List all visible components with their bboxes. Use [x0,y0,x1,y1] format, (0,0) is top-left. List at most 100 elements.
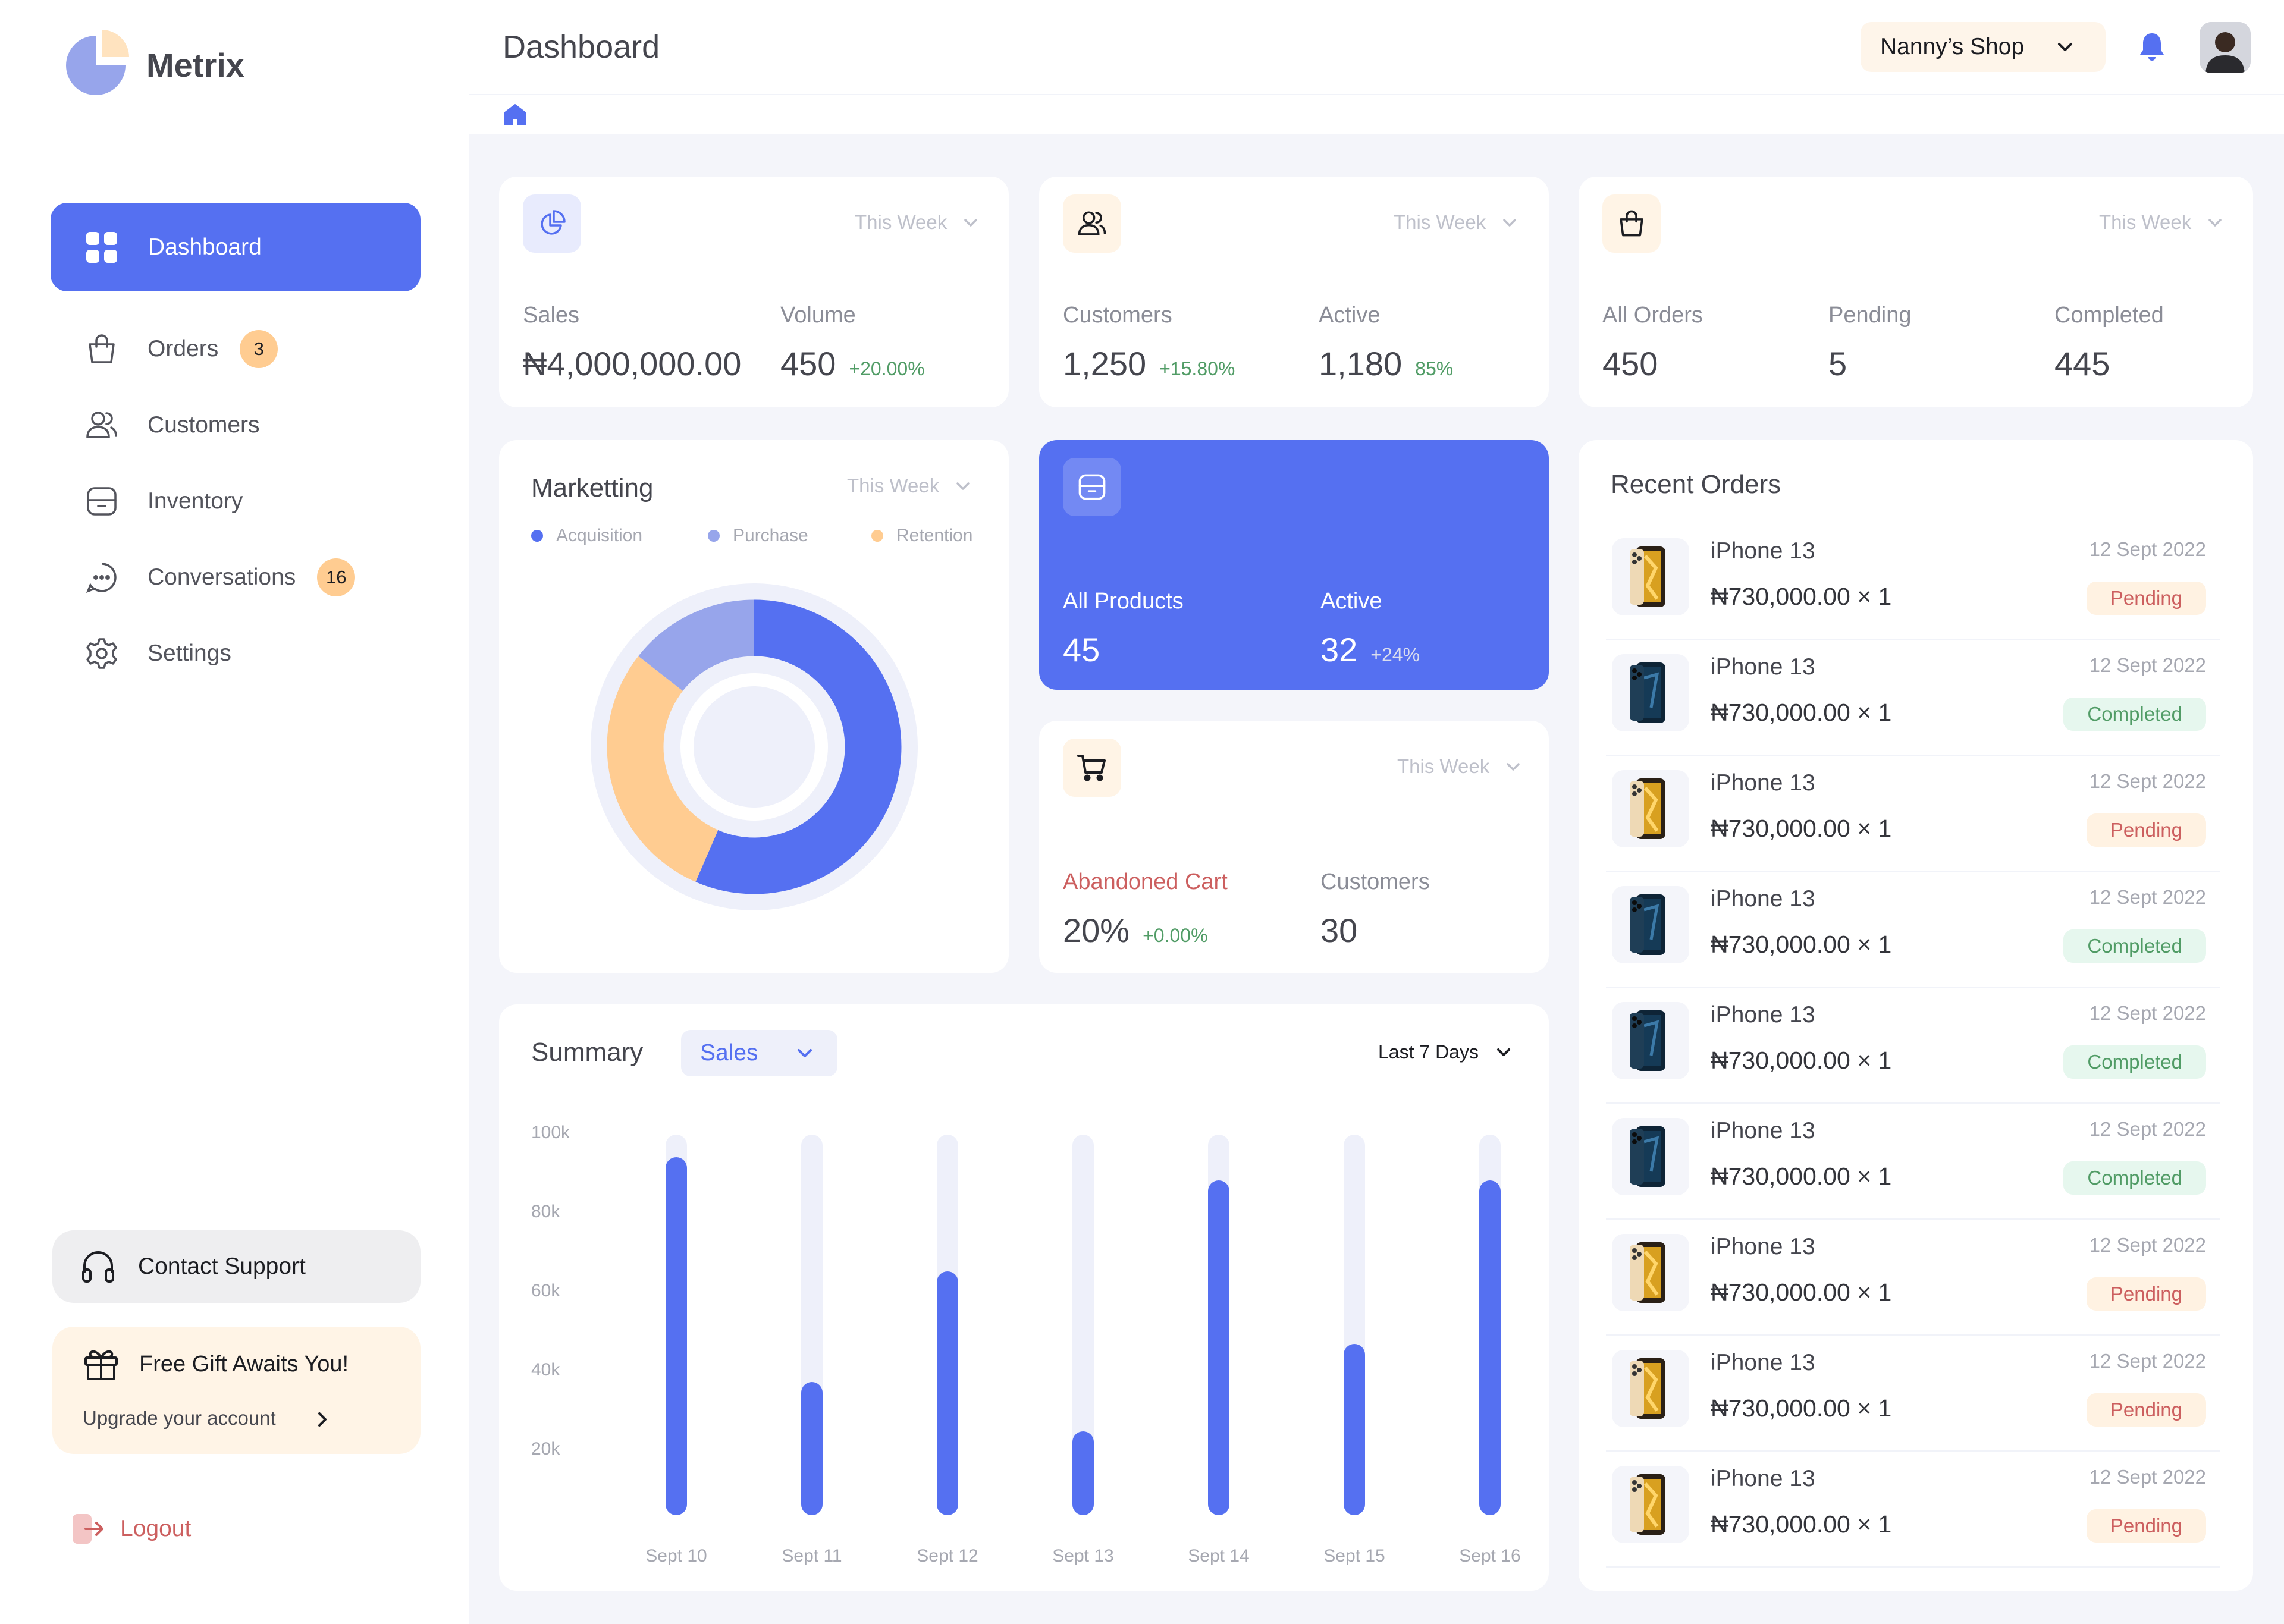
abandoned-cart-change: +0.00% [1143,925,1208,946]
product-name: iPhone 13 [1711,1234,1815,1259]
bar-sept-11[interactable] [801,1382,823,1515]
notification-bell-icon[interactable] [2136,31,2167,62]
active-products-change: +24% [1370,644,1420,665]
period-dropdown[interactable]: This Week [1397,755,1524,778]
headphones-icon [82,1251,114,1283]
legend-dot [531,530,543,542]
order-price: ₦730,000.00 × 1 [1711,1047,1892,1074]
sidebar-item-inventory[interactable]: Inventory [83,478,243,525]
folder-icon [1063,458,1121,516]
period-label: This Week [855,211,948,233]
orders-summary-card: This Week All Orders 450 Pending 5 Compl… [1579,177,2253,407]
product-thumbnail [1612,886,1689,963]
sidebar-item-settings[interactable]: Settings [83,630,231,677]
order-row[interactable]: iPhone 13 ₦730,000.00 × 1 12 Sept 2022 Comp… [1606,988,2220,1104]
contact-support-button[interactable]: Contact Support [52,1230,421,1303]
free-gift-card[interactable]: Free Gift Awaits You! Upgrade your accou… [52,1327,421,1454]
customers-card: This Week Customers 1,250 +15.80% Active … [1039,177,1549,407]
y-tick-label: 100k [531,1123,570,1142]
sidebar-item-orders[interactable]: Orders 3 [83,325,278,373]
sales-label: Sales [523,303,580,328]
donut-segment-retention [607,599,902,894]
active-products-value: 32 +24% [1320,630,1420,669]
order-row[interactable]: iPhone 13 ₦730,000.00 × 1 12 Sept 2022 Comp… [1606,640,2220,756]
legend-label: Acquisition [556,526,643,545]
customers-change: +15.80% [1159,358,1235,379]
logout-label: Logout [120,1516,192,1541]
product-name: iPhone 13 [1711,1118,1815,1144]
order-row[interactable]: iPhone 13 ₦730,000.00 × 1 12 Sept 2022 Pend… [1606,1452,2220,1568]
y-tick-label: 60k [531,1281,560,1301]
product-thumbnail [1612,1350,1689,1427]
all-orders-value: 450 [1602,345,1658,382]
chat-icon [83,559,120,596]
upgrade-link[interactable]: Upgrade your account [83,1407,276,1429]
bar-sept-14[interactable] [1208,1180,1229,1515]
product-name: iPhone 13 [1711,770,1815,796]
order-date: 12 Sept 2022 [2089,770,2206,792]
logo-icon [66,30,129,95]
marketing-title: Marketting [531,473,654,502]
bar-sept-12[interactable] [937,1271,958,1515]
abandoned-cart-card: This Week Abandoned Cart 20% +0.00% Custo… [1039,721,1549,973]
order-row[interactable]: iPhone 13 ₦730,000.00 × 1 12 Sept 2022 Comp… [1606,1104,2220,1220]
legend-label: Retention [896,526,973,545]
logout-button[interactable]: Logout [71,1512,191,1546]
customers-label: Customers [1063,303,1172,328]
bar-sept-13[interactable] [1072,1431,1094,1515]
product-thumbnail [1612,1118,1689,1195]
pie-chart-icon [523,194,581,253]
sidebar-item-conversations[interactable]: Conversations 16 [83,554,356,601]
brand-logo[interactable]: Metrix [58,27,244,102]
legend-dot [708,530,720,542]
all-products-label: All Products [1063,589,1184,614]
product-thumbnail [1612,538,1689,615]
order-row[interactable]: iPhone 13 ₦730,000.00 × 1 12 Sept 2022 Pend… [1606,1220,2220,1336]
volume-label: Volume [780,303,856,328]
order-row[interactable]: iPhone 13 ₦730,000.00 × 1 12 Sept 2022 Pend… [1606,756,2220,872]
products-card: All Products 45 Active 32 +24% [1039,440,1549,690]
user-avatar[interactable] [2200,22,2251,73]
sidebar: Metrix Dashboard Orders 3 [0,0,469,1624]
home-icon[interactable] [503,102,528,127]
metric-dropdown[interactable]: Sales [681,1030,837,1076]
period-dropdown[interactable]: This Week [1394,211,1520,234]
order-row[interactable]: iPhone 13 ₦730,000.00 × 1 12 Sept 2022 Comp… [1606,872,2220,988]
chevron-down-icon [1507,763,1520,771]
chevron-right-icon[interactable] [312,1409,333,1430]
order-price: ₦730,000.00 × 1 [1711,931,1892,958]
sidebar-item-dashboard[interactable]: Dashboard [51,203,421,291]
bar-sept-10[interactable] [666,1157,687,1515]
order-row[interactable]: iPhone 13 ₦730,000.00 × 1 12 Sept 2022 Pend… [1606,1336,2220,1452]
customers-number: 1,250 [1063,345,1147,382]
order-price: ₦730,000.00 × 1 [1711,1394,1892,1422]
sales-value: ₦4,000,000.00 [523,345,742,382]
brand-name: Metrix [146,46,244,84]
order-row[interactable]: iPhone 13 ₦730,000.00 × 1 12 Sept 2022 Pend… [1606,524,2220,640]
range-dropdown[interactable]: Last 7 Days [1378,1041,1514,1063]
bar-sept-16[interactable] [1479,1180,1501,1515]
legend-retention: Retention [871,526,972,546]
order-date: 12 Sept 2022 [2089,1350,2206,1372]
period-dropdown[interactable]: This Week [855,211,981,234]
sidebar-item-customers[interactable]: Customers [83,401,260,449]
status-badge: Pending [2086,1393,2206,1427]
cart-customers-value: 30 [1320,912,1358,949]
product-thumbnail [1612,1466,1689,1543]
period-dropdown[interactable]: This Week [847,475,974,497]
completed-label: Completed [2054,303,2164,328]
sidebar-item-label: Settings [148,640,231,666]
period-dropdown[interactable]: This Week [2099,211,2226,234]
order-price: ₦730,000.00 × 1 [1711,699,1892,726]
x-tick-label: Sept 10 [645,1546,707,1566]
product-thumbnail [1612,770,1689,847]
x-tick-label: Sept 16 [1459,1546,1521,1566]
users-icon [1063,194,1121,253]
order-date: 12 Sept 2022 [2089,654,2206,676]
bar-sept-15[interactable] [1344,1344,1365,1515]
abandoned-cart-value: 20% +0.00% [1063,911,1208,950]
shop-selector[interactable]: Nanny’s Shop [1861,22,2106,72]
all-products-value: 45 [1063,631,1100,668]
active-products-number: 32 [1320,631,1358,668]
logout-icon [73,1514,103,1544]
